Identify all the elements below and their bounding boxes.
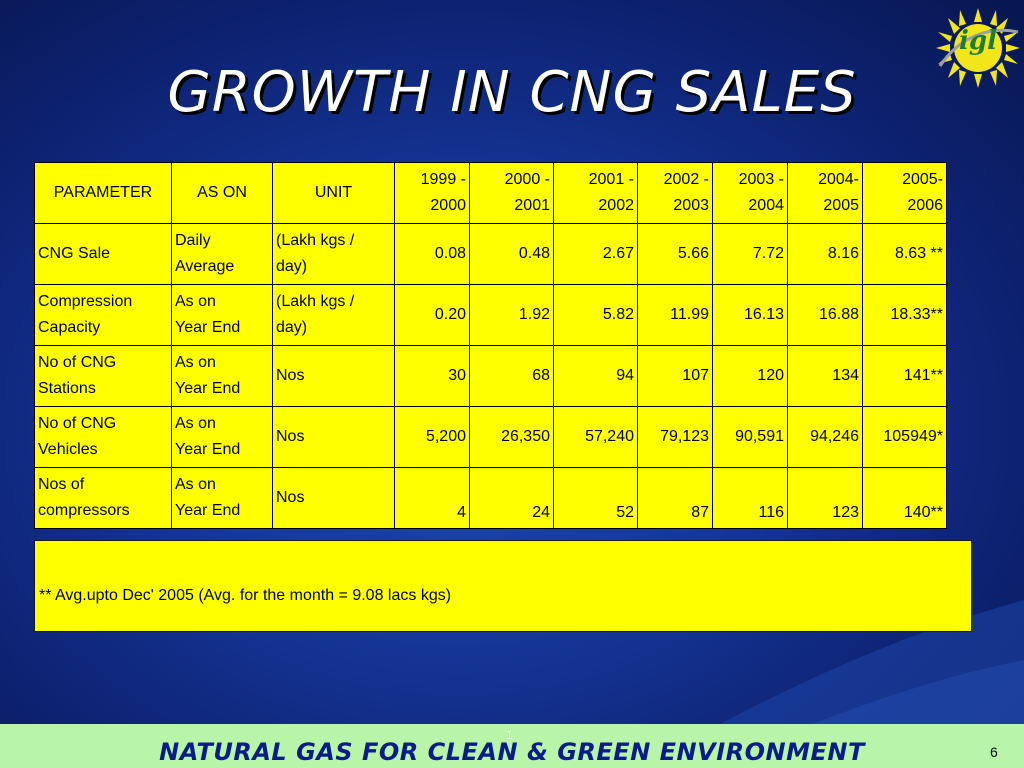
cell-value: 105949* — [862, 406, 947, 468]
cell-value: 18.33** — [862, 284, 947, 346]
footer-slogan: NATURAL GAS FOR CLEAN & GREEN ENVIRONMEN… — [159, 738, 865, 766]
cell-parameter: No of CNG Stations — [34, 345, 172, 407]
cell-value: 120 — [712, 345, 788, 407]
table-row-cng-vehicles: No of CNG Vehicles As on Year End Nos 5,20… — [34, 406, 947, 468]
cell-value: 123 — [787, 467, 863, 529]
cell-value: 141** — [862, 345, 947, 407]
cell-value: 0.08 — [394, 223, 470, 285]
header-year-2000-2001: 2000 -2001 — [469, 162, 554, 224]
table-row-cng-stations: No of CNG Stations As on Year End Nos 30 6… — [34, 345, 947, 407]
cell-value: 94,246 — [787, 406, 863, 468]
cell-value: 94 — [553, 345, 638, 407]
header-parameter: PARAMETER — [34, 162, 172, 224]
footnote-text: ** Avg.upto Dec' 2005 (Avg. for the mont… — [39, 587, 452, 604]
table-footnote: ** Avg.upto Dec' 2005 (Avg. for the mont… — [34, 540, 972, 632]
cell-value: 0.48 — [469, 223, 554, 285]
header-as-on: AS ON — [171, 162, 273, 224]
cell-as-on: As on Year End — [171, 406, 273, 468]
cell-value: 57,240 — [553, 406, 638, 468]
cell-value: 30 — [394, 345, 470, 407]
cell-unit: (Lakh kgs / day) — [272, 284, 395, 346]
header-year-2003-2004: 2003 -2004 — [712, 162, 788, 224]
cell-value: 0.20 — [394, 284, 470, 346]
cell-value: 11.99 — [637, 284, 713, 346]
table-row-compressors: Nos of compressors As on Year End Nos 4 24… — [34, 467, 947, 529]
cell-value: 90,591 — [712, 406, 788, 468]
cell-value: 140** — [862, 467, 947, 529]
cell-value: 2.67 — [553, 223, 638, 285]
cell-value: 5.66 — [637, 223, 713, 285]
cell-parameter: CNG Sale — [34, 223, 172, 285]
header-year-2005-2006: 2005- 2006 — [862, 162, 947, 224]
cell-parameter: Nos of compressors — [34, 467, 172, 529]
cell-as-on: As on Year End — [171, 467, 273, 529]
igl-sun-logo-icon — [936, 8, 1020, 88]
cell-value: 16.88 — [787, 284, 863, 346]
cell-value: 107 — [637, 345, 713, 407]
cell-value: 52 — [553, 467, 638, 529]
cell-value: 5,200 — [394, 406, 470, 468]
cell-value: 116 — [712, 467, 788, 529]
cng-growth-table: PARAMETER AS ON UNIT 1999 -2000 2000 -20… — [34, 162, 947, 529]
cell-unit: Nos — [272, 467, 395, 529]
footer-band — [0, 724, 1024, 768]
slide-title: GROWTH IN CNG SALES — [167, 60, 857, 125]
header-unit: UNIT — [272, 162, 395, 224]
cell-unit: (Lakh kgs / day) — [272, 223, 395, 285]
cell-value: 8.16 — [787, 223, 863, 285]
header-year-1999-2000: 1999 -2000 — [394, 162, 470, 224]
header-year-2004-2005: 2004- 2005 — [787, 162, 863, 224]
cell-unit: Nos — [272, 406, 395, 468]
cell-unit: Nos — [272, 345, 395, 407]
cell-value: 24 — [469, 467, 554, 529]
table-header-row: PARAMETER AS ON UNIT 1999 -2000 2000 -20… — [34, 162, 947, 224]
header-year-2001-2002: 2001 -2002 — [553, 162, 638, 224]
cell-parameter: Compression Capacity — [34, 284, 172, 346]
cell-parameter: No of CNG Vehicles — [34, 406, 172, 468]
cell-value: 87 — [637, 467, 713, 529]
cell-value: 26,350 — [469, 406, 554, 468]
cell-as-on: Daily Average — [171, 223, 273, 285]
footer-mark: 1 — [506, 728, 513, 742]
cell-value: 16.13 — [712, 284, 788, 346]
header-year-2002-2003: 2002 -2003 — [637, 162, 713, 224]
cell-value: 68 — [469, 345, 554, 407]
cell-as-on: As on Year End — [171, 284, 273, 346]
table-row-cng-sale: CNG Sale Daily Average (Lakh kgs / day) 0.… — [34, 223, 947, 285]
table-row-compression-capacity: Compression Capacity As on Year End (Lakh … — [34, 284, 947, 346]
cell-as-on: As on Year End — [171, 345, 273, 407]
cell-value: 4 — [394, 467, 470, 529]
cell-value: 134 — [787, 345, 863, 407]
cell-value: 79,123 — [637, 406, 713, 468]
cell-value: 1.92 — [469, 284, 554, 346]
logo-text: igl — [959, 26, 997, 56]
cell-value: 7.72 — [712, 223, 788, 285]
page-number: 6 — [990, 744, 998, 760]
cell-value: 5.82 — [553, 284, 638, 346]
cell-value: 8.63 ** — [862, 223, 947, 285]
